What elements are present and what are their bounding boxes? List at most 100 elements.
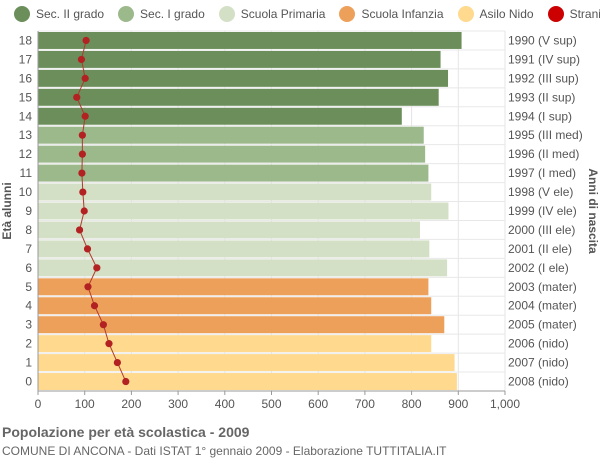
legend-swatch	[118, 6, 135, 22]
stranieri-point	[79, 188, 87, 196]
birth-year-label: 2005 (mater)	[508, 318, 577, 332]
y-axis-title: Età alunni	[0, 182, 14, 239]
bar	[38, 69, 449, 87]
birth-year-label: 2006 (nido)	[508, 337, 569, 351]
bar	[38, 126, 424, 144]
birth-year-label: 1993 (II sup)	[508, 90, 575, 104]
bar	[38, 145, 426, 163]
legend-item: Asilo Nido	[457, 6, 534, 22]
stranieri-point	[113, 358, 121, 367]
x-tick-label: 200	[121, 397, 141, 411]
stranieri-point	[78, 131, 86, 139]
legend-item: Sec. II grado	[14, 6, 104, 22]
bar	[38, 88, 439, 106]
legend: Sec. II grado Sec. I grado Scuola Primaria…	[14, 6, 600, 22]
bar	[38, 354, 455, 372]
age-tick-label: 12	[19, 147, 33, 161]
right-axis-title: Anni di nascita	[586, 168, 600, 254]
birth-year-label: 1998 (V ele)	[508, 185, 573, 199]
age-tick-label: 7	[25, 242, 32, 256]
legend-swatch	[457, 6, 474, 22]
age-tick-label: 9	[25, 204, 32, 218]
bar	[38, 107, 402, 125]
legend-item: Scuola Primaria	[218, 6, 326, 22]
stranieri-point	[73, 93, 81, 101]
legend-item: Stranieri	[547, 6, 600, 22]
x-tick-label: 800	[402, 397, 422, 411]
legend-label: Sec. II grado	[36, 7, 105, 21]
legend-label: Stranieri	[569, 7, 600, 21]
age-tick-label: 5	[25, 280, 32, 294]
age-tick-label: 6	[25, 261, 32, 275]
birth-year-label: 2002 (I ele)	[508, 261, 569, 275]
x-tick-label: 1,000	[490, 397, 520, 411]
birth-year-label: 1996 (II med)	[508, 147, 579, 161]
x-tick-label: 700	[355, 397, 375, 411]
bar	[38, 32, 462, 49]
stranieri-point	[80, 207, 88, 215]
stranieri-point	[84, 283, 92, 291]
birth-year-label: 1995 (III med)	[508, 128, 583, 142]
stranieri-point	[122, 377, 130, 386]
age-tick-label: 11	[20, 166, 33, 180]
x-tick-label: 0	[35, 397, 42, 411]
x-tick-label: 500	[261, 397, 281, 411]
stranieri-point	[90, 302, 99, 310]
stranieri-point	[78, 169, 86, 177]
legend-swatch	[339, 6, 356, 22]
birth-year-label: 1999 (IV ele)	[508, 204, 577, 218]
birth-year-label: 1997 (I med)	[508, 166, 576, 180]
bar	[38, 297, 432, 315]
legend-item: Sec. I grado	[118, 6, 205, 22]
bar	[38, 202, 449, 220]
legend-label: Scuola Infanzia	[361, 7, 444, 21]
age-tick-label: 2	[25, 337, 32, 351]
bar	[38, 316, 445, 334]
age-tick-label: 10	[19, 185, 33, 199]
stranieri-point	[78, 150, 86, 158]
legend-label: Asilo Nido	[479, 7, 534, 21]
legend-label: Scuola Primaria	[240, 7, 326, 21]
bar	[38, 278, 429, 296]
birth-year-label: 1994 (I sup)	[508, 109, 572, 123]
bar	[38, 373, 457, 390]
age-tick-label: 14	[19, 109, 33, 123]
age-tick-label: 13	[19, 128, 33, 142]
age-tick-label: 0	[25, 375, 32, 389]
age-tick-label: 1	[25, 356, 32, 370]
age-tick-label: 16	[19, 71, 33, 85]
legend-item: Scuola Infanzia	[339, 6, 444, 22]
stranieri-point	[81, 112, 89, 120]
stranieri-point	[82, 36, 90, 45]
bar	[38, 183, 432, 201]
x-tick-label: 600	[308, 397, 328, 411]
bar	[38, 335, 432, 353]
stranieri-point	[75, 226, 84, 234]
x-tick-label: 300	[168, 397, 188, 411]
legend-swatch	[14, 6, 30, 22]
birth-year-label: 1990 (V sup)	[508, 33, 577, 47]
x-tick-label: 100	[75, 397, 95, 411]
birth-year-label: 1991 (IV sup)	[508, 52, 580, 66]
x-tick-label: 900	[448, 397, 468, 411]
bar	[38, 221, 421, 239]
age-tick-label: 4	[25, 299, 32, 313]
birth-year-label: 1992 (III sup)	[508, 71, 579, 85]
legend-swatch	[547, 6, 564, 22]
legend-label: Sec. I grado	[140, 7, 205, 21]
birth-year-label: 2008 (nido)	[508, 375, 569, 389]
stranieri-point	[81, 74, 89, 82]
chart-subtitle: COMUNE DI ANCONA - Dati ISTAT 1° gennaio…	[2, 444, 447, 458]
birth-year-label: 2004 (mater)	[508, 299, 577, 313]
age-tick-label: 15	[19, 90, 33, 104]
birth-year-label: 2003 (mater)	[508, 280, 577, 294]
bar	[38, 240, 430, 258]
birth-year-label: 2001 (II ele)	[508, 242, 572, 256]
birth-year-label: 2007 (nido)	[508, 356, 569, 370]
age-tick-label: 18	[19, 33, 33, 47]
x-tick-label: 400	[215, 397, 235, 411]
chart-title: Popolazione per età scolastica - 2009	[2, 424, 250, 440]
bar	[38, 259, 448, 277]
birth-year-label: 2000 (III ele)	[508, 223, 575, 237]
